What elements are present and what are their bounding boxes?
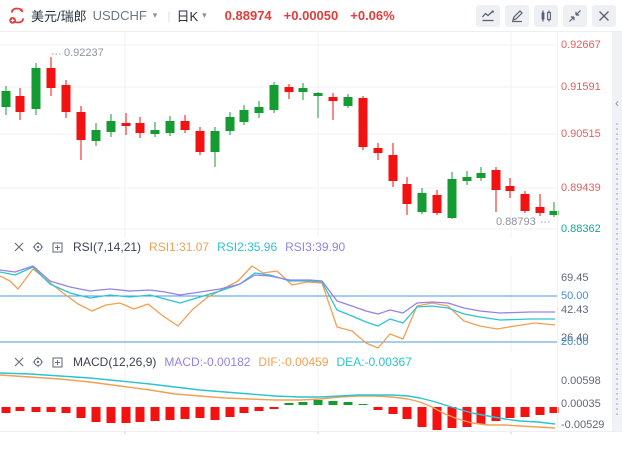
rsi-axis-label: 69.45 xyxy=(561,272,589,284)
rsi-title: RSI(7,14,21) xyxy=(73,240,142,254)
header-divider: | xyxy=(167,8,171,23)
macd-indicator-header: MACD(12,26,9) MACD:-0.00182 DIF:-0.00459… xyxy=(14,355,412,369)
rsi-axis-label: 26.40 xyxy=(561,332,589,344)
macd-axis-label: 0.00035 xyxy=(561,398,601,410)
rsi2-value: RSI2:35.96 xyxy=(217,240,278,254)
chart-toolbar xyxy=(476,4,616,27)
rsi-axis-label: 42.43 xyxy=(561,304,589,316)
pair-name-cn: 美元/瑞郎 xyxy=(31,9,87,24)
macd-axis-label: 0.00598 xyxy=(561,375,601,387)
collapse-chart-button[interactable] xyxy=(563,4,587,27)
price-axis-label: 0.92667 xyxy=(561,39,601,51)
right-collapse-strip: ‹ xyxy=(612,31,622,431)
rsi3-value: RSI3:39.90 xyxy=(285,240,346,254)
macd-close-icon[interactable] xyxy=(14,357,24,367)
price-axis-border xyxy=(557,31,558,431)
price-axis-label: 0.88362 xyxy=(561,223,601,235)
rsi-axis-label: 50.00 xyxy=(561,290,589,302)
chart-header: 美元/瑞郎 USDCHF ▾ | 日K ▾ 0.88974 +0.00050 +… xyxy=(0,0,622,32)
macd-title: MACD(12,26,9) xyxy=(73,355,157,369)
rsi-expand-icon[interactable] xyxy=(52,241,63,253)
axis-scrollbar[interactable] xyxy=(616,123,618,418)
close-chart-button[interactable] xyxy=(592,4,616,27)
price-axis-label: 0.91591 xyxy=(561,81,601,93)
low-price-annotation: 0.88793 xyxy=(496,216,536,228)
pair-dropdown-caret-icon[interactable]: ▾ xyxy=(152,10,158,20)
last-price: 0.88974 xyxy=(224,8,272,23)
price-change-pct: +0.06% xyxy=(350,8,395,23)
brand-logo-icon xyxy=(9,7,24,24)
collapse-axis-chevron[interactable]: ‹ xyxy=(615,96,619,110)
draw-tool-button[interactable] xyxy=(505,4,529,27)
macd-settings-icon[interactable] xyxy=(32,356,44,368)
interval-selector[interactable]: 日K xyxy=(176,9,199,24)
macd-axis-label: -0.00529 xyxy=(561,419,605,431)
rsi-axis-label: 20.00 xyxy=(561,336,589,348)
rsi-indicator-header: RSI(7,14,21) RSI1:31.07 RSI2:35.96 RSI3:… xyxy=(14,240,345,254)
price-change: +0.00050 xyxy=(283,8,339,23)
line-chart-style-button[interactable] xyxy=(476,4,500,27)
price-axis-label: 0.89439 xyxy=(561,182,601,194)
dif-value: DIF:-0.00459 xyxy=(258,355,329,369)
pair-code: USDCHF xyxy=(92,8,147,23)
macd-value: MACD:-0.00182 xyxy=(164,355,251,369)
macd-expand-icon[interactable] xyxy=(52,356,63,368)
rsi-settings-icon[interactable] xyxy=(32,241,44,253)
rsi-close-icon[interactable] xyxy=(14,242,24,252)
dea-value: DEA:-0.00367 xyxy=(336,355,412,369)
interval-dropdown-caret-icon[interactable]: ▾ xyxy=(202,10,207,20)
price-axis-label: 0.90515 xyxy=(561,128,601,140)
high-price-annotation: 0.92237 xyxy=(64,47,104,59)
candle-settings-button[interactable] xyxy=(534,4,558,27)
rsi1-value: RSI1:31.07 xyxy=(149,240,210,254)
time-axis-border xyxy=(0,431,622,432)
